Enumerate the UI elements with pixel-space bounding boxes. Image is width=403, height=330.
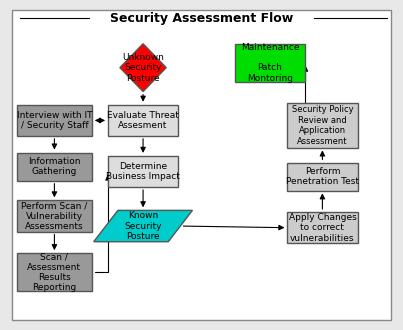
FancyBboxPatch shape: [17, 253, 92, 291]
FancyBboxPatch shape: [235, 44, 305, 82]
Polygon shape: [93, 211, 193, 242]
Text: Determine
Business Impact: Determine Business Impact: [106, 162, 180, 181]
Text: Maintenance

Patch
Montoring: Maintenance Patch Montoring: [241, 43, 299, 83]
Text: Unknown
Security
Posture: Unknown Security Posture: [122, 53, 164, 82]
FancyBboxPatch shape: [17, 152, 92, 181]
Text: Security Policy
Review and
Application
Assessment: Security Policy Review and Application A…: [292, 105, 353, 146]
Text: Security Assessment Flow: Security Assessment Flow: [110, 12, 293, 25]
FancyBboxPatch shape: [287, 103, 358, 148]
Text: Perform Scan /
Vulnerability
Assessments: Perform Scan / Vulnerability Assessments: [21, 201, 87, 231]
Text: Evaluate Threat
Assesment: Evaluate Threat Assesment: [107, 111, 179, 130]
FancyBboxPatch shape: [108, 105, 178, 136]
Text: Scan /
Assessment
Results
Reporting: Scan / Assessment Results Reporting: [27, 252, 81, 292]
Text: Information
Gathering: Information Gathering: [28, 157, 81, 176]
FancyBboxPatch shape: [287, 212, 358, 244]
Text: Known
Security
Posture: Known Security Posture: [124, 211, 162, 241]
Text: Interview with IT
/ Security Staff: Interview with IT / Security Staff: [17, 111, 92, 130]
Text: Apply Changes
to correct
vulnerabilities: Apply Changes to correct vulnerabilities: [289, 213, 356, 243]
FancyBboxPatch shape: [287, 162, 358, 190]
Polygon shape: [120, 44, 166, 91]
FancyBboxPatch shape: [12, 10, 391, 320]
FancyBboxPatch shape: [17, 105, 92, 136]
FancyBboxPatch shape: [17, 201, 92, 232]
FancyBboxPatch shape: [108, 156, 178, 187]
Text: Perform
Penetration Test: Perform Penetration Test: [286, 167, 359, 186]
